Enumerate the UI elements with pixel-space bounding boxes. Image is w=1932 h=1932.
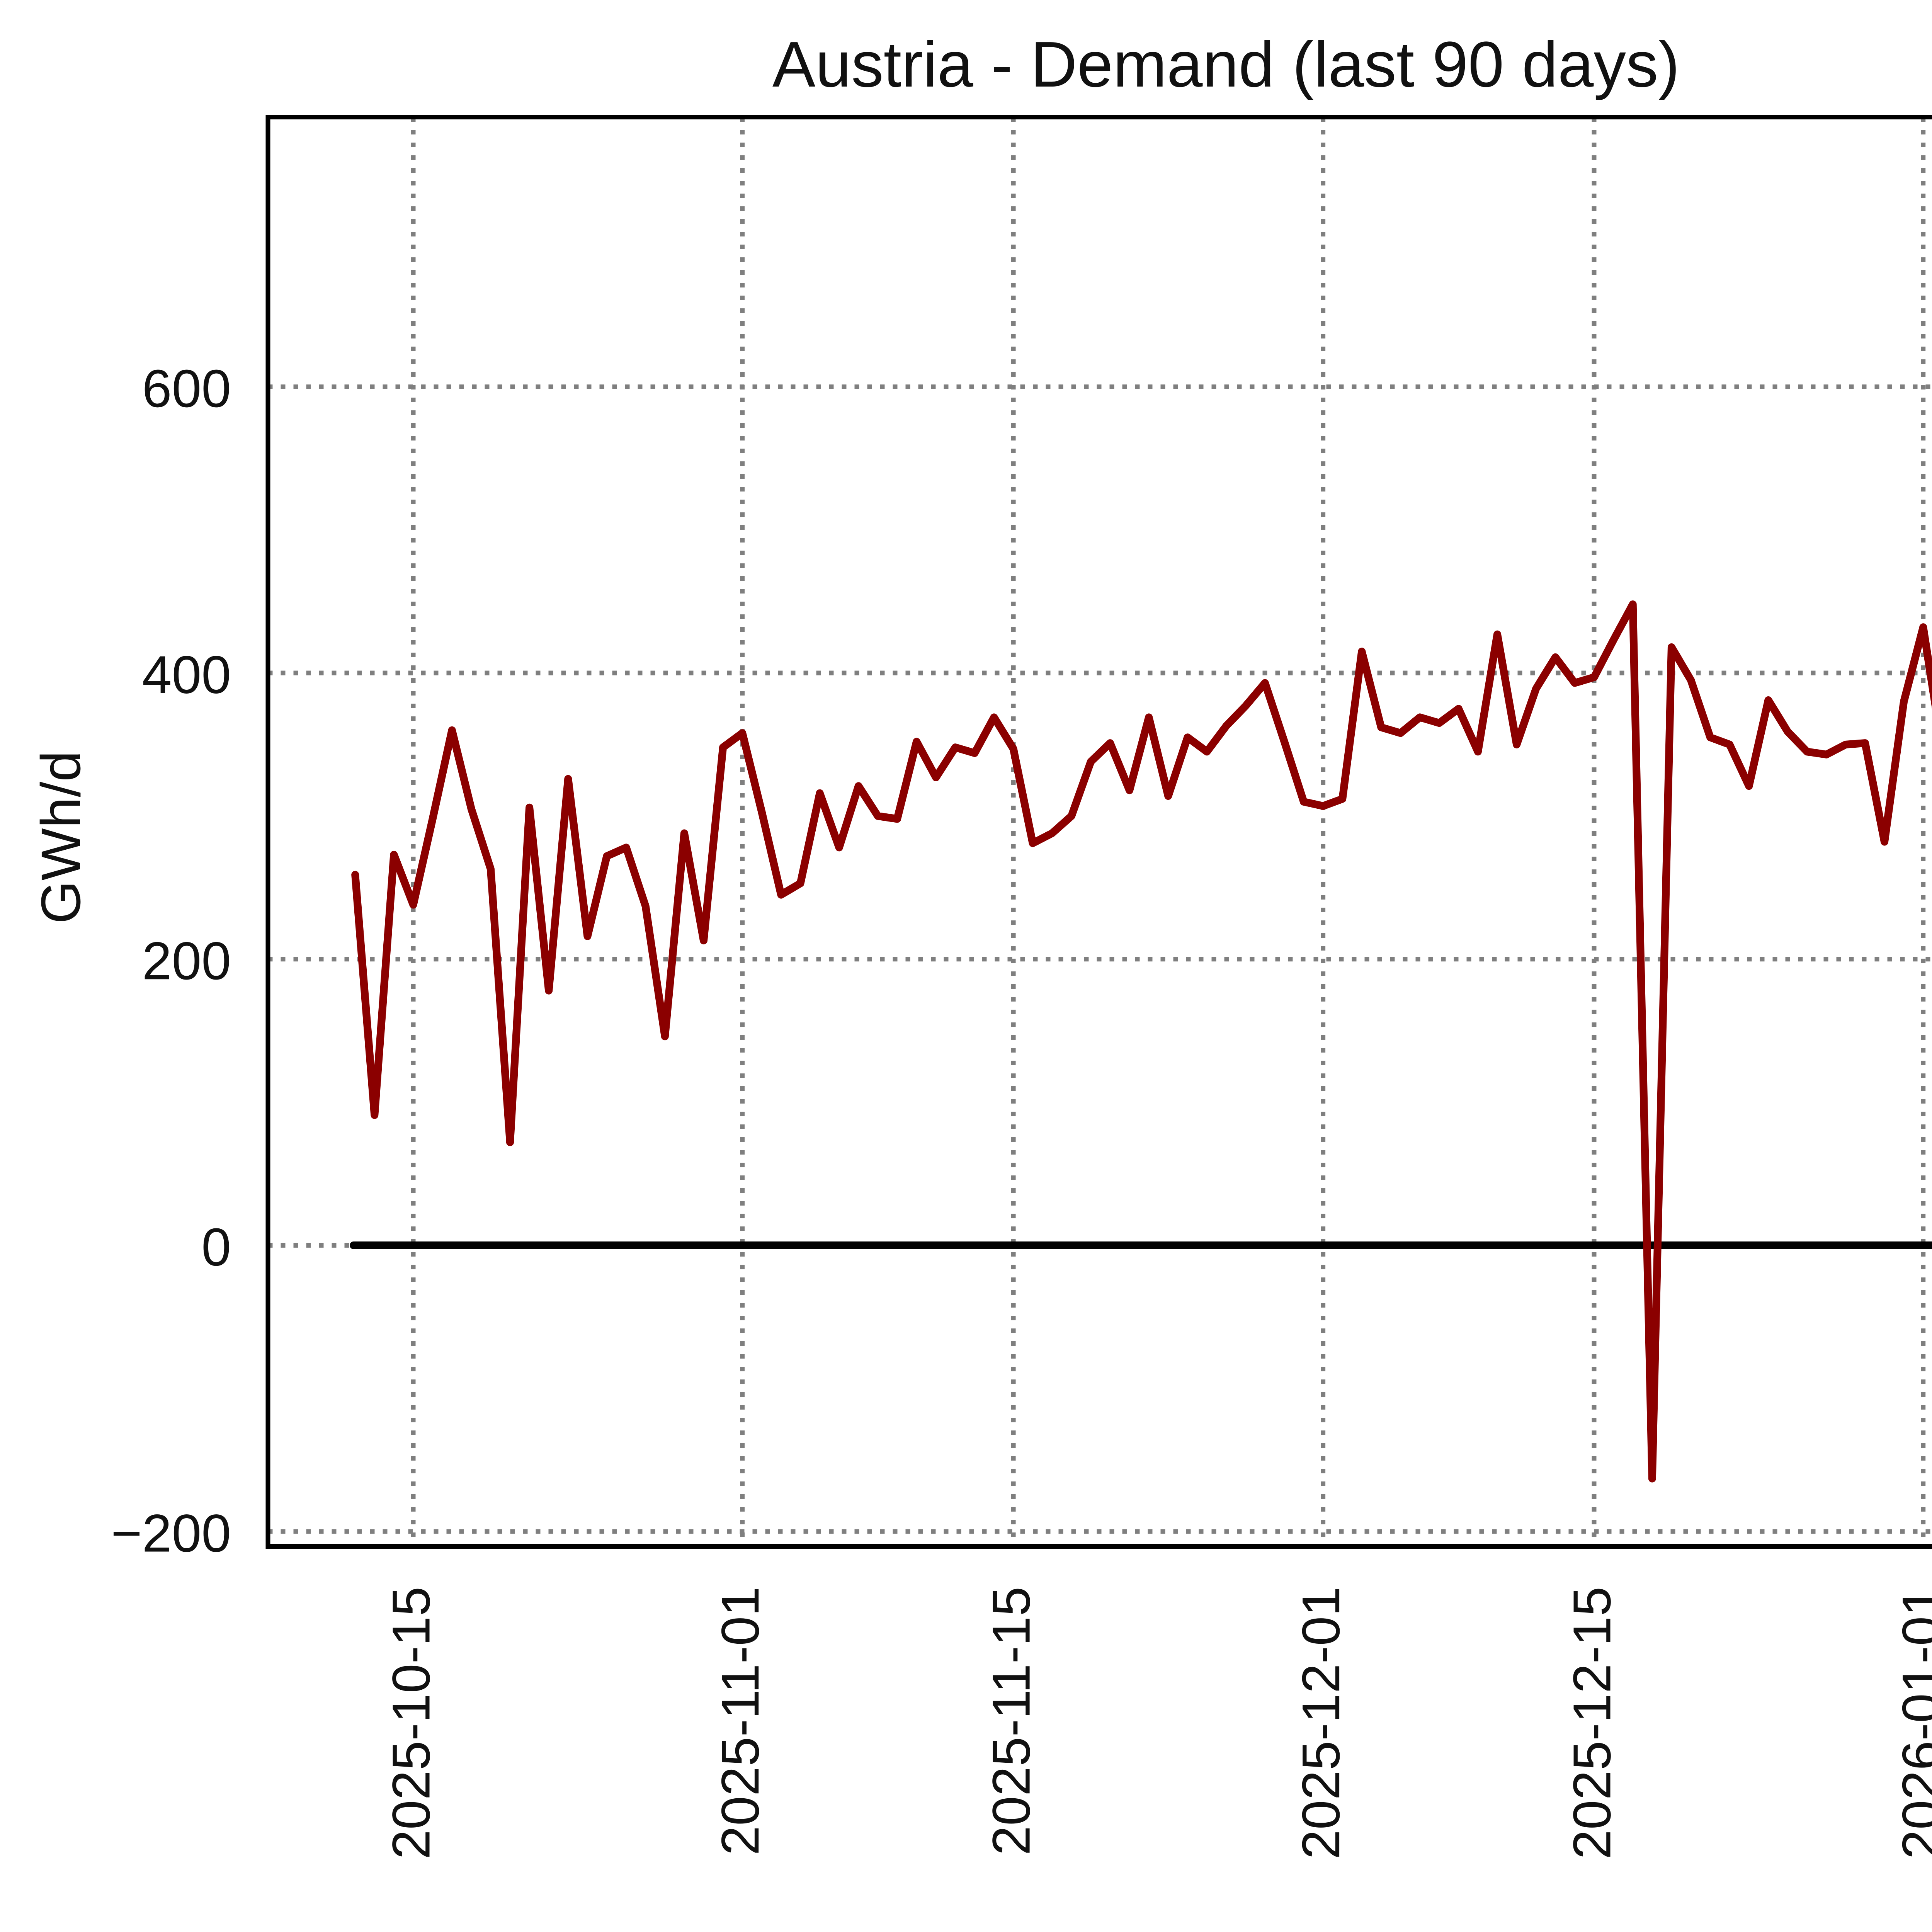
svg-text:2025-11-15: 2025-11-15 [982,1587,1041,1855]
svg-text:400: 400 [142,645,231,705]
svg-text:200: 200 [142,931,231,991]
svg-text:2025-12-15: 2025-12-15 [1563,1587,1622,1859]
svg-text:2025-10-15: 2025-10-15 [382,1587,441,1859]
svg-text:600: 600 [142,359,231,418]
svg-text:Austria - Demand (last 90 days: Austria - Demand (last 90 days) [772,29,1680,100]
svg-text:2025-12-01: 2025-12-01 [1291,1587,1351,1859]
svg-text:GWh/d: GWh/d [30,751,92,924]
svg-text:−200: −200 [111,1504,231,1563]
svg-text:2026-01-01: 2026-01-01 [1891,1587,1932,1859]
svg-text:0: 0 [201,1218,231,1277]
svg-text:2025-11-01: 2025-11-01 [711,1587,770,1855]
